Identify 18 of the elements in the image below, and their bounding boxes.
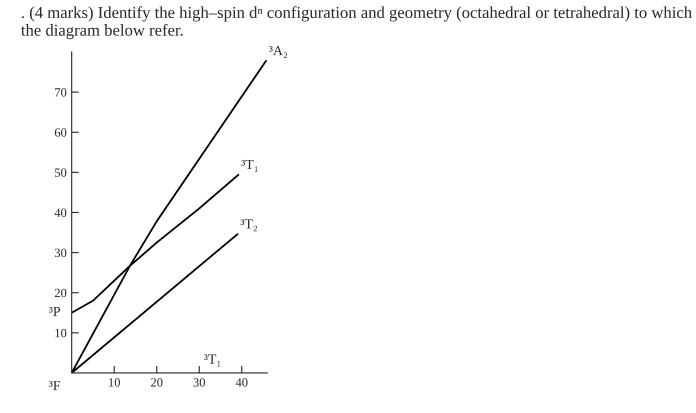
text: . (4 marks) Identify the high–spin dⁿ configuration and geometry (octahedral or tetrahedral) to which the diagram below refer. — [21, 6, 692, 40]
y-tick-label: 20 — [54, 288, 66, 298]
x-tick-label: 20 — [151, 378, 162, 387]
series-label: ³T₂ — [240, 219, 258, 232]
y-tick-label: 10 — [55, 328, 66, 338]
x-tick-label: 40 — [236, 378, 248, 387]
series-label: ³T₁ — [241, 160, 258, 172]
y-tick-label: 30 — [54, 248, 66, 258]
series-label: ³A₂ — [269, 46, 288, 58]
y-tick-label: 40 — [54, 208, 66, 217]
y-tick-label: 70 — [55, 88, 66, 97]
annotation: ³P — [48, 306, 60, 316]
annotation: ³F — [48, 381, 60, 390]
annotation: ³T₁ — [204, 354, 220, 366]
y-tick-label: 60 — [54, 128, 66, 137]
x-tick-label: 30 — [194, 378, 206, 387]
y-tick-label: 50 — [55, 168, 66, 177]
x-tick-label: 10 — [109, 378, 120, 387]
